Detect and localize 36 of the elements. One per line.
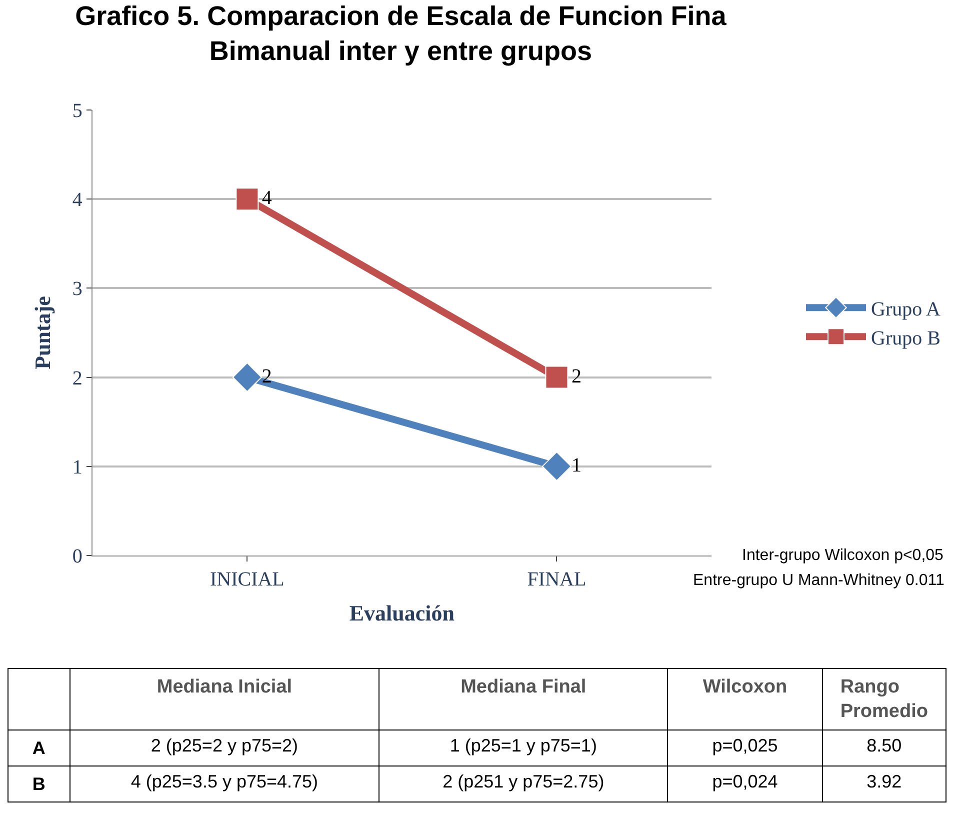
y-axis-title: Puntaje [30,296,56,370]
category-label: Mediana Inicial [156,676,292,698]
text: 3.92 [866,772,902,792]
x-tick-label: INICIAL [210,568,284,590]
text: 1 (p25=1 y p75=1) [450,736,597,756]
category-label: Rango Promedio [840,676,928,722]
x-axis-title: Evaluación [349,600,455,626]
category-label: B [32,774,46,794]
y-tick-label: 3 [72,278,82,300]
y-tick-label: 4 [72,189,82,212]
text: 8.50 [866,736,902,756]
point [542,452,572,482]
text: Inter-grupo Wilcoxon p<0,05 [742,547,944,564]
y-tick-label: 1 [72,456,82,478]
text: p=0,025 [712,736,778,756]
category-label: Wilcoxon [702,676,788,698]
y-tick-label: 2 [72,367,82,390]
data-label: 1 [571,454,582,476]
point [232,362,262,392]
legend-label: Grupo A [871,298,941,320]
y-tick-label: 0 [72,545,82,568]
category-label: Mediana Final [460,676,586,698]
data-label: 4 [262,187,272,210]
data-label: 2 [571,365,582,388]
y-tick-label: 5 [72,100,82,122]
category-label: A [32,738,46,758]
point [545,366,568,389]
text: 2 (p251 y p75=2.75) [442,772,604,792]
text: 4 (p25=3.5 y p75=4.75) [130,772,318,792]
text: p=0,024 [712,772,778,792]
legend-label: Grupo B [871,327,940,350]
text: 2 (p25=2 y p75=2) [150,736,298,756]
text: Entre-grupo U Mann-Whitney 0.011 [693,572,944,589]
x-tick-label: FINAL [527,568,586,590]
chart-title: Grafico 5. Comparacion de Escala de Funcion Fina Bimanual inter y entre grupos [75,1,728,66]
point [236,188,259,211]
